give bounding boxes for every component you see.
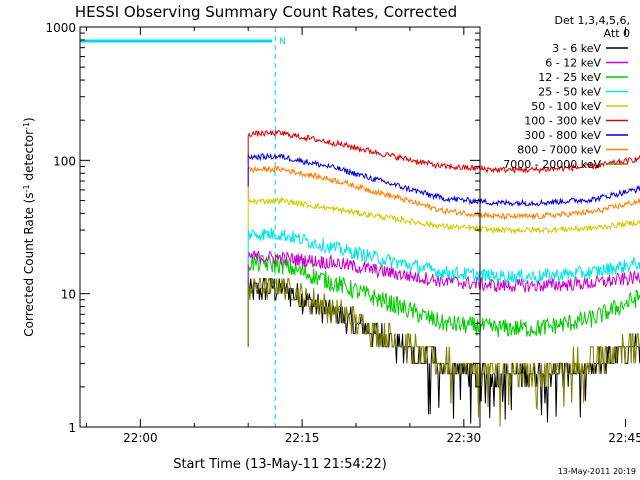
legend-item-label: 800 - 7000 keV	[517, 144, 601, 157]
series-trace	[247, 165, 640, 221]
legend-item-label: 50 - 100 keV	[531, 100, 601, 113]
series-trace	[247, 250, 640, 293]
x-tick-label: 22:30	[447, 431, 482, 445]
legend-item-label: 3 - 6 keV	[552, 42, 601, 55]
chart-title: HESSI Observing Summary Count Rates, Cor…	[75, 3, 457, 21]
legend-item-label: 7000 - 20000 keV	[503, 158, 601, 171]
series-50-100-kev-line	[247, 196, 640, 235]
legend-item-label: 6 - 12 keV	[545, 57, 601, 70]
attenuator-state-label: N	[279, 37, 286, 47]
series-100-300-kev-line	[247, 129, 640, 175]
series-7000-20000-kev-line	[247, 278, 640, 427]
legend-item-label: 12 - 25 keV	[538, 71, 601, 84]
y-tick-label: 10	[61, 288, 76, 302]
x-tick-label: 22:00	[123, 431, 158, 445]
legend: Det 1,3,4,5,6, Att 0 3 - 6 keV 6 - 12 keV…	[503, 14, 630, 171]
legend-item-label: 25 - 50 keV	[538, 86, 601, 99]
series-3-6-kev-line	[247, 278, 640, 424]
series-6-12-kev-line	[247, 250, 640, 293]
legend-header-line-1: Det 1,3,4,5,6,	[554, 14, 630, 27]
y-tick-label: 1	[68, 421, 76, 435]
series-trace	[247, 278, 640, 424]
series-trace	[247, 227, 640, 285]
series-trace	[247, 253, 640, 338]
series-trace	[247, 152, 640, 207]
y-tick-label: 100	[53, 154, 76, 168]
x-axis-label: Start Time (13-May-11 21:54:22)	[173, 457, 387, 472]
x-tick-label: 22:45	[608, 431, 640, 445]
y-axis-label: Corrected Count Rate (s-1 detector-1)	[22, 117, 37, 336]
x-tick-label: 22:15	[285, 431, 320, 445]
plot-frame	[79, 26, 481, 428]
legend-header-line-2: Att 0	[604, 27, 630, 40]
axis-layer: 22:0022:1522:3022:4523:0023:1523:3011010…	[45, 21, 640, 445]
series-12-25-kev-line	[247, 253, 640, 338]
series-layer	[247, 129, 640, 427]
generation-timestamp: 13-May-2011 20:19	[558, 467, 636, 476]
series-25-50-kev-line	[247, 227, 640, 285]
series-trace	[247, 129, 640, 175]
y-tick-label: 1000	[45, 21, 76, 35]
legend-item-label: 300 - 800 keV	[524, 129, 601, 142]
series-trace	[247, 278, 640, 427]
series-300-800-kev-line	[247, 152, 640, 207]
series-trace	[247, 196, 640, 235]
series-800-7000-kev-line	[247, 165, 640, 221]
legend-item-label: 100 - 300 keV	[524, 115, 601, 128]
